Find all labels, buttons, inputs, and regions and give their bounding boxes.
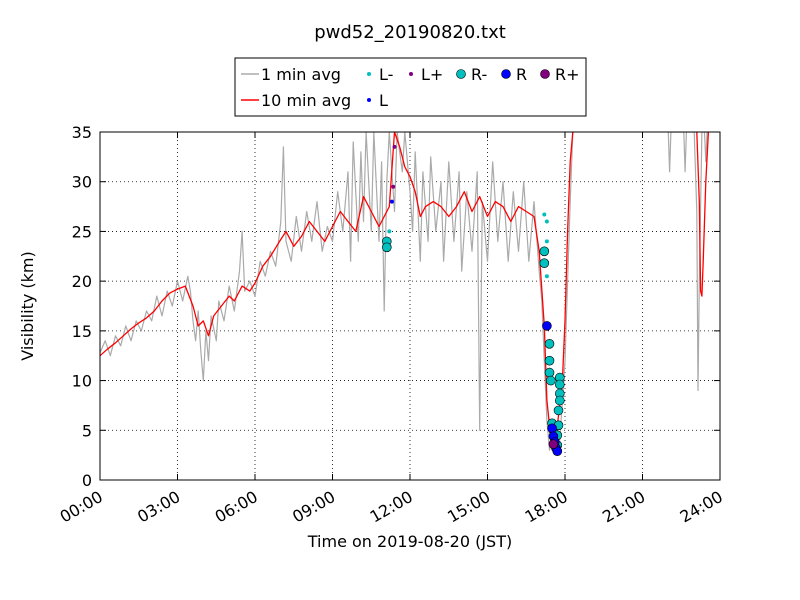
legend-label: L+ xyxy=(421,65,443,84)
y-tick-label: 20 xyxy=(72,272,92,291)
y-tick-label: 25 xyxy=(72,222,92,241)
x-tick-label: 06:00 xyxy=(212,487,261,527)
marker-rminus xyxy=(544,338,555,349)
legend-label: 10 min avg xyxy=(261,91,351,110)
legend-box xyxy=(234,57,587,117)
x-tick-label: 18:00 xyxy=(522,487,571,527)
x-tick-label: 24:00 xyxy=(677,487,726,527)
y-tick-label: 15 xyxy=(72,322,92,341)
legend-marker-swatch xyxy=(501,69,511,79)
marker-rminus xyxy=(539,258,550,269)
legend-label: 1 min avg xyxy=(261,65,341,84)
x-tick-label: 00:00 xyxy=(57,487,106,527)
x-axis-ticks: 00:00 03:00 06:00 09:00 12:00 15:00 18:00 21:00… xyxy=(57,132,726,527)
x-axis-label: Time on 2019-08-20 (JST) xyxy=(307,532,512,551)
legend-label: R xyxy=(516,65,527,84)
marker-rplus xyxy=(548,439,559,450)
plot-area: 00:00 03:00 06:00 09:00 12:00 15:00 18:00 21:00… xyxy=(57,123,726,527)
y-axis-ticks: 0 5 10 15 20 25 30 35 xyxy=(72,123,720,490)
marker-lminus xyxy=(544,274,549,279)
y-axis-label: Visibility (km) xyxy=(18,251,37,360)
chart-title: pwd52_20190820.txt xyxy=(314,22,506,43)
marker-rminus xyxy=(553,405,564,416)
marker-rminus xyxy=(544,355,555,366)
legend-label: R+ xyxy=(555,65,580,84)
marker-rminus xyxy=(544,367,555,378)
y-tick-label: 30 xyxy=(72,173,92,192)
legend-label: L- xyxy=(379,65,393,84)
y-tick-label: 0 xyxy=(82,471,92,490)
legend: 1 min avg 10 min avg L- L L+ R- R R+ xyxy=(234,57,587,117)
marker-rminus xyxy=(545,375,556,386)
x-tick-label: 12:00 xyxy=(367,487,416,527)
marker-lminus xyxy=(544,239,549,244)
event-markers xyxy=(381,144,565,457)
marker-rminus xyxy=(554,395,565,406)
y-tick-label: 5 xyxy=(82,421,92,440)
legend-label: L xyxy=(379,91,388,110)
legend-dot-swatch xyxy=(367,72,371,76)
legend-marker-swatch xyxy=(540,69,550,79)
marker-lminus xyxy=(387,229,392,234)
marker-rminus xyxy=(381,242,392,253)
y-tick-label: 10 xyxy=(72,372,92,391)
series-lines xyxy=(100,132,710,451)
legend-dot-swatch xyxy=(367,98,371,102)
series-line-1-min-avg-late- xyxy=(667,132,708,392)
marker-r xyxy=(547,423,557,434)
x-tick-label: 09:00 xyxy=(289,487,338,527)
marker-lplus xyxy=(391,184,396,189)
series-line-10-min-avg-late- xyxy=(696,132,710,297)
x-tick-label: 15:00 xyxy=(444,487,493,527)
series-line-10-min-avg xyxy=(100,132,574,436)
marker-r xyxy=(542,321,552,331)
grid-lines xyxy=(100,132,720,480)
legend-dot-swatch xyxy=(409,72,413,76)
marker-lminus xyxy=(542,212,547,217)
legend-label: R- xyxy=(471,65,487,84)
series-line-1-min-avg xyxy=(100,132,574,451)
x-tick-label: 03:00 xyxy=(134,487,183,527)
marker-lplus xyxy=(392,144,397,149)
legend-marker-swatch xyxy=(456,69,466,79)
marker-l xyxy=(389,199,394,204)
marker-rminus xyxy=(539,246,550,257)
marker-lminus xyxy=(544,219,549,224)
y-tick-label: 35 xyxy=(72,123,92,142)
marker-rminus xyxy=(554,379,565,390)
x-tick-label: 21:00 xyxy=(599,487,648,527)
